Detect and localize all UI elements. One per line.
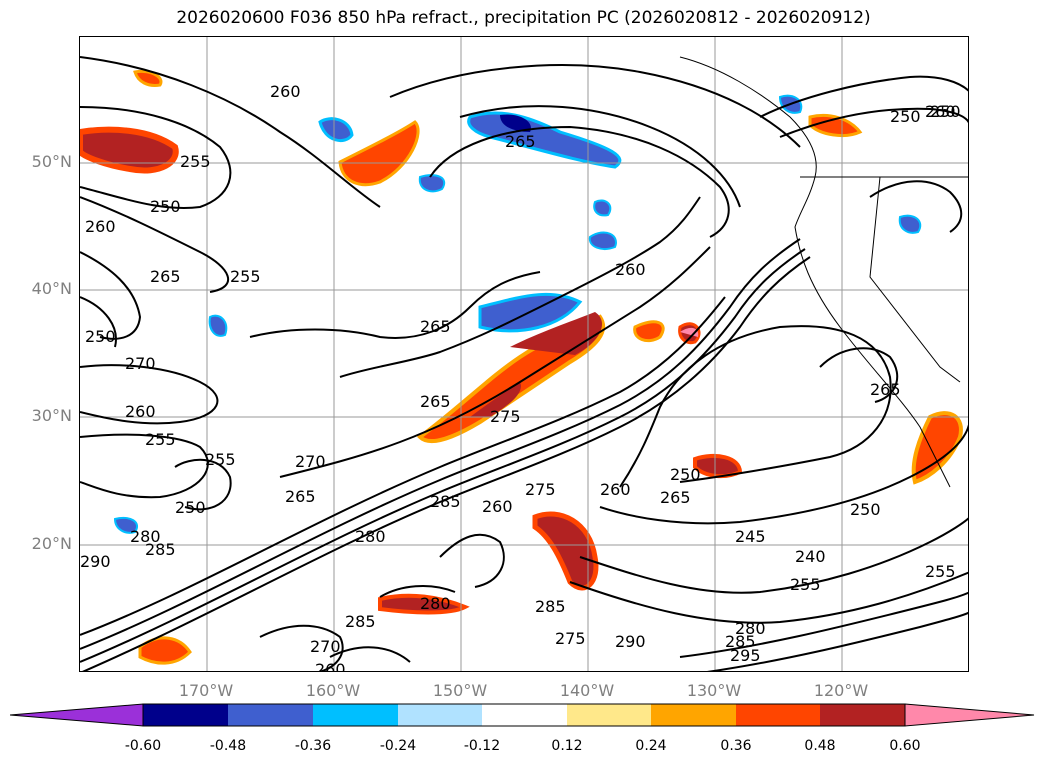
contour-label: 285 [145, 540, 176, 559]
contour-label: 280 [735, 619, 766, 638]
colorbar-tick: -0.60 [124, 738, 162, 754]
lon-label-170w: 170°W [178, 681, 234, 700]
contour-label: 255 [230, 267, 261, 286]
colorbar-swatch [567, 704, 651, 726]
contour-label: 265 [420, 317, 451, 336]
colorbar-tick: -0.24 [379, 738, 417, 754]
coastline [679, 56, 968, 488]
contour-label: 270 [310, 637, 341, 656]
contour-label: 275 [525, 480, 556, 499]
colorbar-tick: 0.36 [720, 738, 752, 754]
colorbar-swatch [313, 704, 398, 726]
contour-label: 280 [420, 594, 451, 613]
colorbar-tick: -0.36 [294, 738, 332, 754]
lon-label-160w: 160°W [305, 681, 361, 700]
contour-label: 280 [355, 527, 386, 546]
contour-label: 290 [80, 552, 111, 571]
precipitation-shading [80, 69, 963, 665]
contour-label: 265 [150, 267, 181, 286]
colorbar-frame [142, 703, 906, 727]
lat-label-20n: 20°N [31, 534, 72, 553]
colorbar-tick: -0.12 [463, 738, 501, 754]
refractivity-contours [80, 56, 968, 671]
contour-label: 290 [615, 632, 646, 651]
lon-label-120w: 120°W [813, 681, 869, 700]
contour-label: 255 [925, 562, 956, 581]
contour-label: 260 [315, 660, 346, 672]
colorbar-swatch [904, 703, 1035, 727]
colorbar-tick: 0.12 [551, 738, 583, 754]
lon-label-150w: 150°W [432, 681, 488, 700]
lat-label-40n: 40°N [31, 279, 72, 298]
contour-label: 285 [345, 612, 376, 631]
contour-label: 265 [660, 488, 691, 507]
contour-label: 265 [285, 487, 316, 506]
lon-label-130w: 130°W [686, 681, 742, 700]
contour-label: 275 [490, 407, 521, 426]
colorbar-tick: 0.60 [889, 738, 921, 754]
contour-label: 280 [130, 527, 161, 546]
map-canvas: 260 250 265 255 250 260 265 255 250 270 … [80, 37, 968, 672]
contour-label: 270 [125, 354, 156, 373]
contour-label: 265 [420, 392, 451, 411]
map-title: 2026020600 F036 850 hPa refract., precip… [176, 8, 871, 28]
lat-label-30n: 30°N [31, 406, 72, 425]
contour-label: 260 [85, 217, 116, 236]
contour-label: 260 [270, 82, 301, 101]
lon-label-140w: 140°W [559, 681, 615, 700]
contour-label: 250 [850, 500, 881, 519]
contour-label: 250 [85, 327, 116, 346]
contour-label: 250 [670, 465, 701, 484]
contour-label: 250 [890, 107, 921, 126]
contour-label: 285 [725, 632, 756, 651]
colorbar [10, 703, 1035, 727]
contour-label: 260 [600, 480, 631, 499]
colorbar-tick: -0.48 [209, 738, 247, 754]
contour-label: 240 [795, 547, 826, 566]
contour-label: 250 [150, 197, 181, 216]
map-panel: 260 250 265 255 250 260 265 255 250 270 … [79, 36, 969, 672]
contour-label: 275 [555, 629, 586, 648]
colorbar-tick: 0.48 [804, 738, 836, 754]
colorbar-swatch [143, 704, 228, 726]
colorbar-swatch [482, 704, 567, 726]
colorbar-swatch [651, 704, 736, 726]
contour-label: 260 [615, 260, 646, 279]
contour-label: 260 [925, 102, 956, 121]
colorbar-swatch [820, 704, 905, 726]
contour-label: 260 [482, 497, 513, 516]
contour-label: 285 [430, 492, 461, 511]
colorbar-swatch [736, 704, 820, 726]
contour-label: 255 [145, 430, 176, 449]
contour-label: 260 [125, 402, 156, 421]
contour-label: 265 [870, 380, 901, 399]
contour-label: 270 [295, 452, 326, 471]
contour-label: 250 [930, 102, 961, 121]
colorbar-swatch [10, 703, 144, 727]
contour-label: 255 [790, 575, 821, 594]
colorbar-swatch [398, 704, 482, 726]
contour-label: 295 [730, 646, 761, 665]
contour-label: 255 [205, 450, 236, 469]
contour-label: 245 [735, 527, 766, 546]
contour-label: 250 [175, 498, 206, 517]
lat-label-50n: 50°N [31, 152, 72, 171]
contour-label: 265 [505, 132, 536, 151]
colorbar-swatch [228, 704, 313, 726]
colorbar-tick: 0.24 [635, 738, 667, 754]
contour-labels: 260 250 265 255 250 260 265 255 250 270 … [80, 82, 961, 672]
contour-label: 285 [535, 597, 566, 616]
contour-label: 255 [180, 152, 211, 171]
